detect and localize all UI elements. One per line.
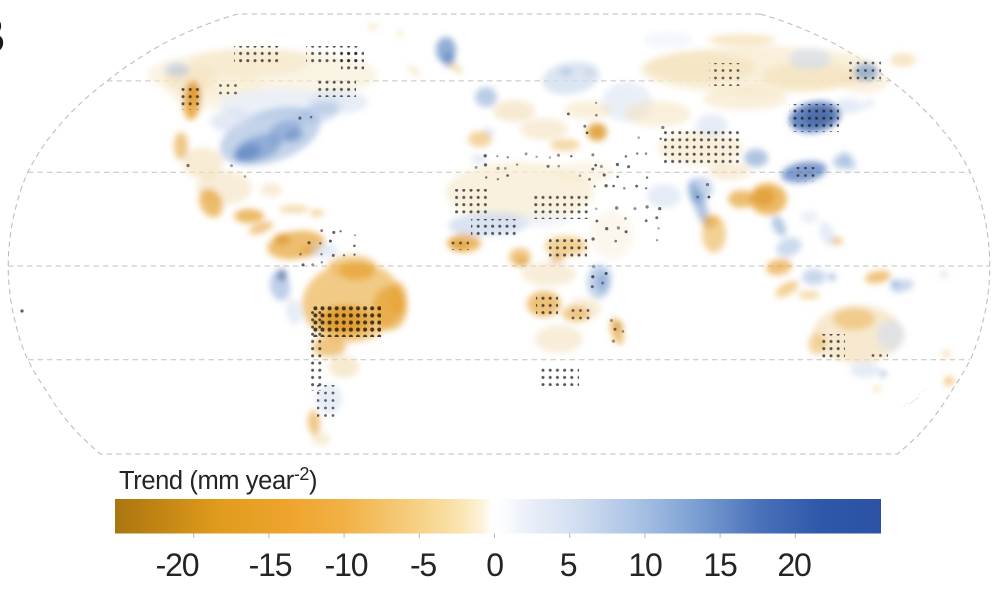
svg-text:Trend (mm year-2): Trend (mm year-2) [119, 464, 317, 495]
svg-text:20: 20 [777, 547, 811, 583]
svg-text:-15: -15 [249, 547, 292, 583]
svg-text:15: 15 [703, 547, 737, 583]
svg-text:0: 0 [486, 547, 503, 583]
svg-text:B: B [0, 7, 6, 65]
svg-text:-10: -10 [325, 547, 368, 583]
svg-text:10: 10 [628, 547, 662, 583]
svg-text:-5: -5 [410, 547, 436, 583]
svg-text:-20: -20 [156, 547, 199, 583]
svg-text:5: 5 [560, 547, 577, 583]
